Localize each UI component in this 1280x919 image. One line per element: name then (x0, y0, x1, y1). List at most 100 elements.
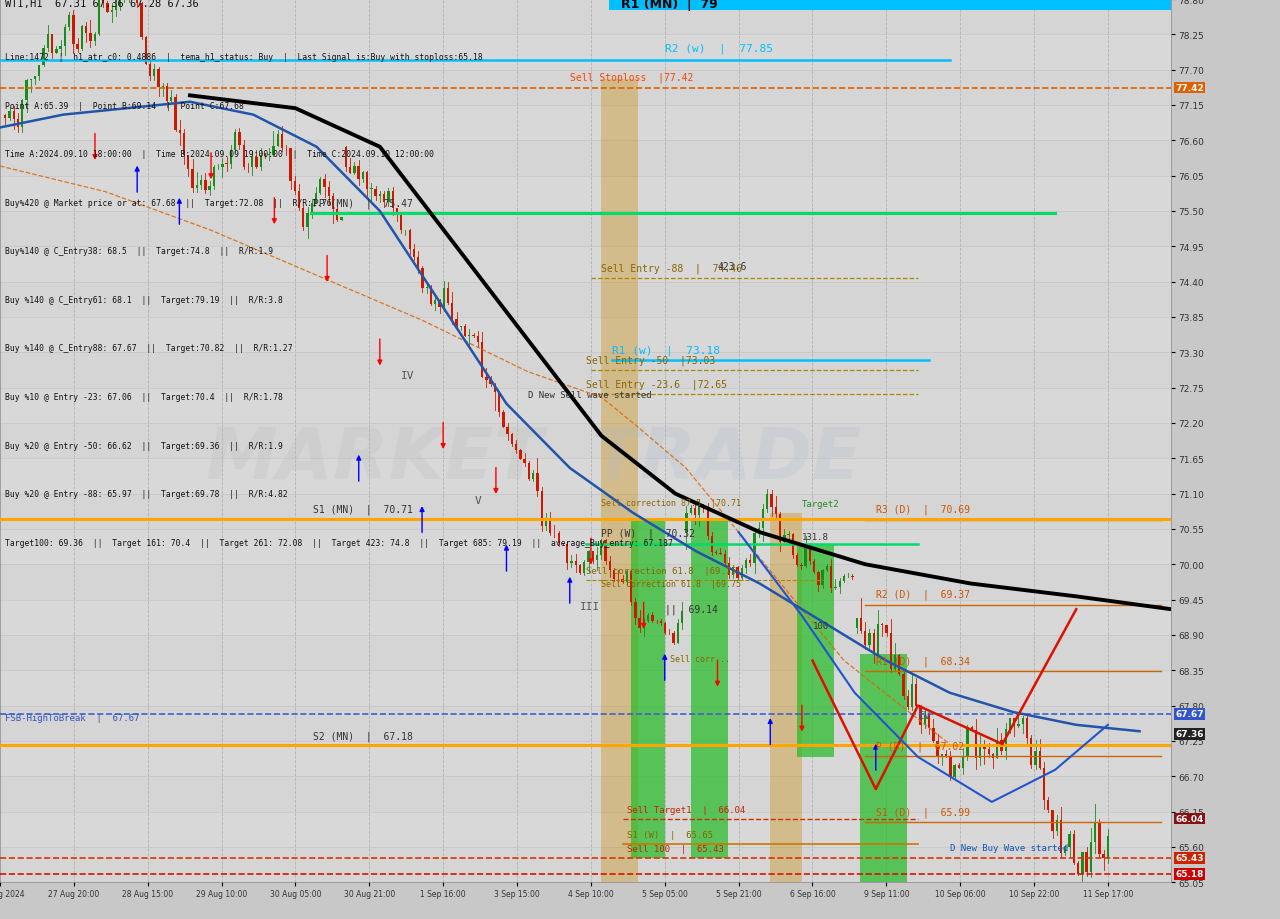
Bar (511, 434, 513, 445)
Bar (0, 424, 1171, 459)
Text: 100: 100 (813, 622, 828, 630)
Bar (532, 473, 534, 479)
Bar (0, 0, 1171, 35)
Text: 65.18: 65.18 (1175, 869, 1203, 879)
Bar (813, 561, 815, 573)
Bar (0, 635, 1171, 671)
Text: 67.67: 67.67 (1175, 709, 1204, 719)
Text: V: V (475, 495, 481, 505)
Bar (736, 567, 739, 579)
Bar (502, 412, 504, 427)
Bar (996, 740, 998, 758)
Bar (829, 566, 832, 588)
Bar (754, 533, 755, 563)
Bar (106, 5, 109, 13)
Bar (983, 746, 986, 749)
Bar (84, 27, 87, 34)
Bar (328, 187, 330, 197)
Bar (1060, 821, 1062, 853)
Bar (741, 568, 742, 579)
Bar (161, 86, 164, 88)
Text: Buy %10 @ Entry -23: 67.06  ||  Target:70.4  ||  R/R:1.78: Buy %10 @ Entry -23: 67.06 || Target:70.… (5, 392, 283, 402)
Text: Sell Entry -23.6  |72.65: Sell Entry -23.6 |72.65 (586, 380, 727, 390)
Bar (55, 50, 58, 53)
Bar (72, 17, 74, 45)
Bar (396, 209, 398, 216)
Bar (613, 571, 616, 579)
Bar (707, 507, 709, 536)
Text: R1 (MN)  |  79: R1 (MN) | 79 (621, 0, 718, 11)
Bar (451, 304, 453, 320)
Bar (379, 195, 381, 197)
Bar (430, 288, 433, 305)
Bar (698, 505, 700, 516)
Bar (659, 621, 662, 623)
Bar (992, 754, 995, 758)
Bar (145, 39, 147, 64)
Bar (22, 101, 23, 128)
Text: ||  69.14: || 69.14 (664, 604, 718, 615)
Bar (758, 528, 760, 533)
Bar (842, 577, 845, 582)
Bar (221, 165, 224, 167)
Bar (9, 112, 10, 119)
Bar (64, 28, 67, 47)
Bar (602, 80, 639, 882)
Bar (344, 148, 347, 168)
Bar (1000, 740, 1002, 751)
Bar (975, 731, 977, 758)
Bar (677, 623, 680, 643)
Bar (681, 612, 684, 623)
Bar (826, 566, 828, 571)
Bar (902, 675, 905, 697)
Bar (17, 119, 19, 128)
Bar (0, 564, 1171, 600)
Text: S2 (MN)  |  67.18: S2 (MN) | 67.18 (314, 731, 413, 741)
Bar (353, 167, 356, 174)
Bar (691, 519, 728, 857)
Bar (1021, 719, 1024, 724)
Bar (860, 618, 863, 631)
Bar (1018, 724, 1020, 726)
Bar (81, 27, 83, 51)
Bar (710, 536, 713, 552)
Bar (732, 567, 735, 575)
Bar (494, 384, 497, 392)
Bar (621, 580, 623, 583)
Bar (558, 534, 559, 543)
Bar (957, 766, 960, 768)
Bar (340, 218, 343, 221)
Bar (136, 1, 138, 5)
Bar (33, 76, 36, 80)
Bar (0, 211, 1171, 247)
Bar (0, 706, 1171, 741)
Bar (77, 45, 79, 51)
Bar (0, 142, 1171, 176)
Bar (289, 149, 292, 182)
Bar (119, 1, 122, 7)
Text: 67.36: 67.36 (1175, 730, 1204, 739)
Text: Buy %140 @ C_Entry61: 68.1  ||  Target:79.19  ||  R/R:3.8: Buy %140 @ C_Entry61: 68.1 || Target:79.… (5, 296, 283, 304)
Bar (0, 353, 1171, 388)
Text: Sell corr...: Sell corr... (669, 654, 730, 663)
Bar (421, 269, 424, 289)
Bar (566, 544, 568, 563)
Bar (443, 289, 445, 307)
Bar (115, 7, 118, 11)
Text: R2 (w)  |  77.85: R2 (w) | 77.85 (664, 43, 773, 54)
Text: Sell 100  |  65.43: Sell 100 | 65.43 (627, 845, 723, 854)
Bar (68, 17, 70, 28)
Bar (183, 134, 186, 156)
Bar (1038, 752, 1041, 768)
Bar (507, 427, 508, 434)
Text: D New Sell wave started: D New Sell wave started (527, 391, 652, 400)
Bar (792, 534, 794, 556)
Bar (860, 654, 908, 882)
Text: S1 (W)  |  65.65: S1 (W) | 65.65 (627, 831, 713, 839)
Bar (664, 623, 667, 633)
Bar (276, 135, 279, 146)
Bar (873, 633, 876, 654)
Bar (51, 35, 54, 53)
Text: R1 (D)  |  68.34: R1 (D) | 68.34 (876, 656, 970, 666)
Bar (154, 70, 155, 77)
